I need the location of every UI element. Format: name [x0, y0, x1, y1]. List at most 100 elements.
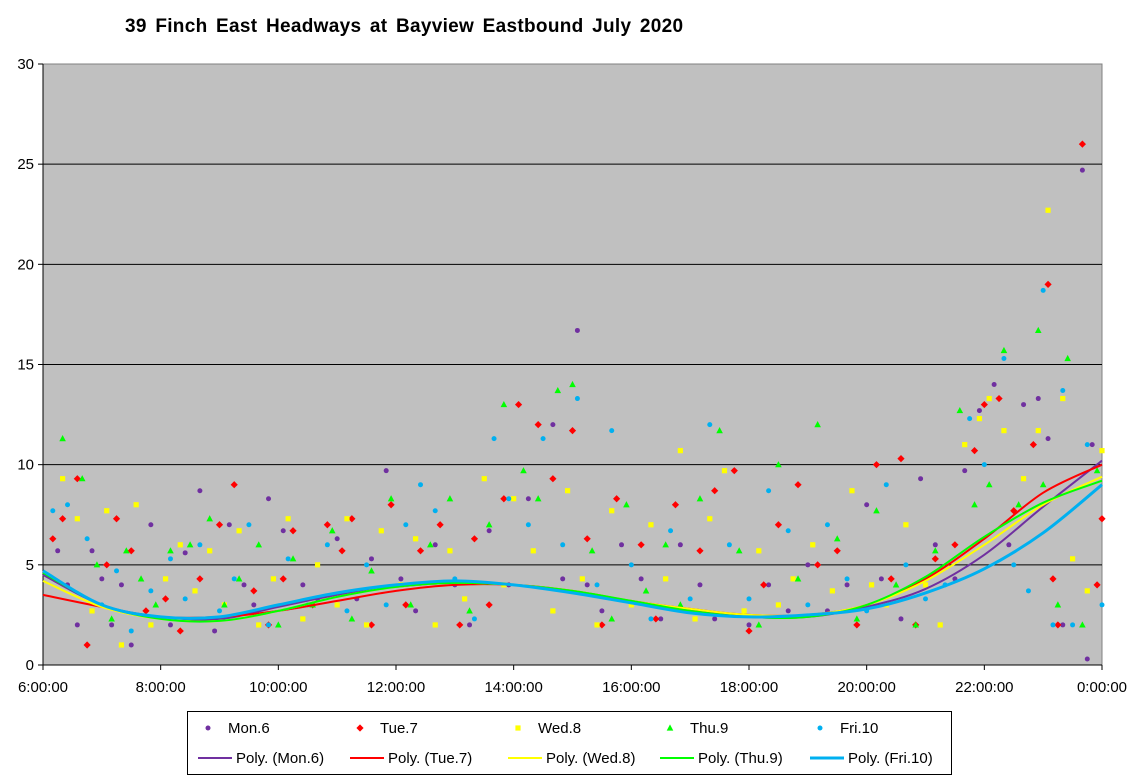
data-point	[712, 616, 718, 622]
x-tick-label: 0:00:00	[1077, 679, 1127, 696]
data-point	[246, 522, 252, 528]
data-point	[279, 575, 287, 583]
y-tick-label: 25	[17, 156, 34, 173]
data-point	[677, 601, 684, 608]
data-point	[824, 522, 830, 528]
data-point	[1060, 622, 1066, 628]
data-point	[49, 535, 57, 543]
data-point	[1021, 402, 1027, 408]
chart-plot: 0 5 10 15 20 25 30 6:00:00 8:00:00 10:00:00 12:00…	[17, 56, 1127, 696]
data-point	[514, 400, 523, 409]
data-point	[407, 601, 415, 608]
x-tick-label: 10:00:00	[249, 679, 307, 696]
x-tick-label: 8:00:00	[136, 679, 186, 696]
data-point	[250, 587, 258, 595]
data-point	[931, 555, 939, 563]
data-point	[1064, 354, 1071, 362]
data-point	[142, 607, 150, 615]
data-point	[608, 615, 616, 622]
data-point	[84, 536, 90, 542]
data-point	[1060, 388, 1066, 394]
data-point	[112, 515, 121, 523]
data-point	[970, 447, 979, 455]
data-point	[829, 588, 835, 594]
series-Tue.7	[49, 140, 1106, 649]
data-point	[730, 467, 738, 475]
data-point	[1098, 515, 1106, 523]
data-point	[192, 588, 198, 594]
data-point	[892, 581, 900, 588]
data-point	[805, 602, 811, 608]
data-point	[790, 576, 796, 582]
data-point	[137, 575, 145, 582]
data-point	[775, 602, 782, 608]
data-point	[1093, 581, 1101, 589]
data-point	[485, 601, 493, 609]
x-tick-label: 16:00:00	[602, 679, 660, 696]
data-point	[746, 596, 752, 602]
data-point	[413, 608, 419, 614]
data-point	[549, 475, 557, 483]
data-point	[466, 607, 473, 614]
data-point	[212, 628, 218, 634]
trendline-Poly. (Thu.9)	[42, 479, 1103, 623]
data-point	[980, 400, 988, 409]
data-point	[511, 496, 517, 502]
x-tick-label: 12:00:00	[367, 679, 425, 696]
data-point	[368, 567, 375, 574]
data-point	[785, 528, 791, 534]
data-point	[89, 548, 95, 554]
data-point	[844, 576, 850, 582]
data-point	[1045, 436, 1051, 442]
data-point	[1035, 428, 1041, 434]
data-point	[1011, 562, 1017, 568]
y-tick-label: 15	[17, 357, 34, 374]
data-point	[387, 495, 395, 502]
data-point	[976, 408, 982, 414]
data-point	[334, 602, 340, 608]
data-point	[432, 622, 438, 628]
data-point	[658, 616, 664, 622]
data-point	[569, 380, 576, 388]
data-point	[937, 622, 943, 628]
data-point	[746, 622, 752, 628]
data-point	[716, 427, 723, 434]
data-point	[560, 576, 566, 582]
data-point	[1093, 467, 1101, 474]
chart-legend: Mon.6 Tue.7 Wed.8 Thu.9 Fri.10 Poly. (Mon.6) P…	[187, 711, 952, 775]
data-point	[550, 422, 556, 428]
data-point	[432, 508, 438, 514]
data-point	[275, 621, 282, 628]
data-point	[583, 535, 591, 543]
data-point	[266, 622, 272, 628]
data-point	[697, 582, 703, 588]
data-point	[109, 622, 115, 628]
data-point	[161, 595, 170, 603]
data-point	[897, 455, 905, 463]
data-point	[348, 515, 356, 523]
data-point	[599, 608, 605, 614]
legend-marker	[515, 725, 521, 731]
data-point	[363, 622, 370, 628]
data-point	[207, 548, 213, 554]
data-point	[128, 642, 134, 648]
data-point	[241, 582, 247, 588]
data-point	[922, 582, 929, 588]
data-point	[711, 487, 719, 495]
y-tick-label: 5	[26, 557, 34, 574]
data-point	[1049, 575, 1057, 583]
data-point	[864, 502, 870, 508]
data-point	[868, 582, 875, 588]
data-point	[1084, 588, 1090, 594]
data-point	[956, 406, 964, 414]
data-point	[735, 547, 743, 554]
data-point	[707, 516, 713, 522]
data-point	[285, 556, 291, 562]
data-point	[568, 427, 577, 435]
data-point	[344, 608, 350, 614]
data-point	[696, 495, 704, 502]
data-point	[65, 502, 71, 508]
data-point	[883, 482, 889, 488]
data-point	[1054, 621, 1062, 629]
data-point	[60, 476, 66, 482]
